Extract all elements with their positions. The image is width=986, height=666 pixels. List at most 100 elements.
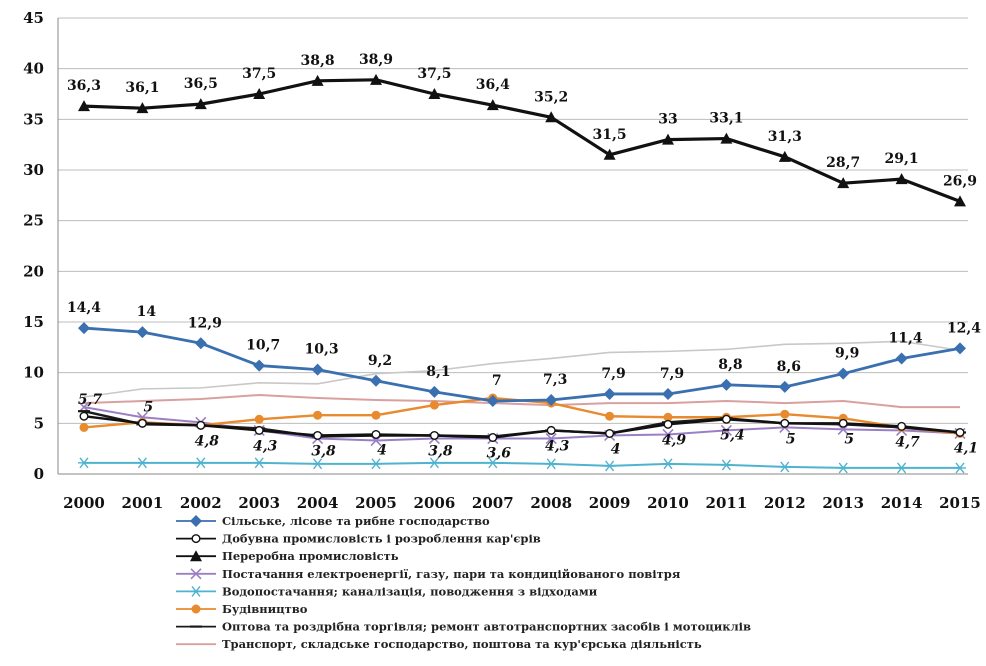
data-label: 8,1 (426, 364, 450, 380)
triangle-marker (190, 550, 202, 562)
x-tick-label: 2008 (530, 494, 572, 512)
y-tick-label: 10 (23, 364, 44, 382)
series-line (83, 393, 960, 409)
y-tick-label: 15 (23, 313, 44, 331)
circle-marker (429, 430, 439, 440)
diamond-marker (778, 380, 791, 393)
x-tick-label: 2006 (414, 494, 456, 512)
star-marker (662, 458, 674, 470)
triangle-marker (662, 133, 674, 145)
data-label: 4 (611, 441, 621, 457)
x-tick-label: 2015 (939, 494, 981, 512)
diamond-marker (662, 387, 674, 400)
x-tick-label: 2010 (647, 494, 689, 512)
y-tick-label: 40 (23, 60, 44, 78)
data-label: 4,3 (253, 438, 278, 454)
data-label: 5 (844, 431, 854, 447)
circle-marker (196, 420, 206, 430)
diamond-marker (78, 322, 90, 335)
circle-marker (371, 410, 381, 420)
x-marker (190, 568, 202, 580)
diamond-marker (603, 387, 616, 400)
diamond-marker (136, 326, 149, 339)
x-tick-label: 2000 (63, 494, 105, 512)
data-label: 38,9 (359, 52, 393, 68)
diamond-marker (720, 378, 733, 391)
series-line (83, 78, 961, 203)
diamond-marker (837, 367, 850, 380)
data-label: 9,9 (835, 346, 859, 362)
star-marker (545, 458, 558, 470)
data-label: 10,7 (246, 338, 280, 354)
circle-marker (371, 429, 381, 439)
data-label: 14 (137, 304, 157, 320)
data-label: 14,4 (67, 300, 101, 316)
series-lines (78, 73, 966, 474)
data-label: 29,1 (885, 151, 919, 167)
star-marker (837, 462, 850, 474)
series-line (84, 461, 960, 469)
y-tick-label: 20 (23, 262, 44, 280)
triangle-marker (136, 102, 149, 114)
circle-marker (780, 418, 790, 428)
circle-marker (663, 419, 673, 429)
data-label: 36,1 (125, 80, 159, 96)
star-marker (311, 458, 324, 470)
diamond-marker (545, 394, 558, 407)
star-marker (954, 462, 966, 474)
data-label: 33,1 (709, 111, 743, 127)
data-label: 11,4 (889, 330, 923, 346)
star-marker (370, 458, 382, 470)
star-marker (895, 462, 908, 474)
diamond-marker (428, 385, 441, 398)
data-label: 31,3 (768, 129, 802, 145)
x-tick-label: 2013 (822, 494, 864, 512)
x-tick-label: 2014 (881, 494, 923, 512)
y-tick-label: 45 (23, 9, 44, 27)
series-line (83, 326, 961, 403)
circle-marker (721, 414, 731, 424)
data-label: 7,9 (601, 366, 625, 382)
circle-marker (955, 427, 965, 437)
legend-label: Оптова та роздрібна торгівля; ремонт авт… (222, 620, 751, 634)
data-label: 7,9 (660, 366, 684, 382)
data-label: 4,8 (195, 433, 220, 449)
legend-label: Водопостачання; каналізація, поводження … (222, 584, 598, 598)
circle-marker (313, 410, 323, 420)
legend: Сільське, лісове та рибне господарство До… (176, 514, 751, 651)
triangle-marker (311, 74, 324, 86)
data-label: 4,3 (545, 438, 570, 454)
star-marker (428, 457, 441, 469)
diamond-marker (194, 337, 207, 350)
data-label: 35,2 (534, 89, 568, 105)
data-label: 28,7 (826, 155, 860, 171)
data-label: 4,1 (954, 440, 978, 456)
data-label: 26,9 (943, 173, 977, 189)
x-tick-label: 2005 (355, 494, 397, 512)
data-label: 36,5 (184, 76, 218, 92)
circle-marker (488, 433, 498, 443)
triangle-marker (428, 88, 441, 99)
data-label: 8,8 (718, 357, 742, 373)
data-label: 5,7 (78, 392, 103, 408)
data-label: 37,5 (417, 66, 451, 82)
x-tick-label: 2001 (122, 494, 164, 512)
triangle-marker (954, 195, 966, 207)
circle-marker (191, 534, 201, 544)
diamond-marker (486, 395, 499, 408)
diamond-marker (253, 359, 266, 372)
data-label: 7,3 (543, 372, 567, 388)
circle-marker (191, 604, 201, 614)
circle-marker (79, 411, 89, 421)
data-label: 3,8 (311, 443, 336, 459)
y-tick-label: 25 (23, 212, 44, 230)
legend-label: Будівництво (222, 602, 308, 616)
x-tick-label: 2004 (297, 494, 339, 512)
data-label: 12,9 (188, 315, 222, 331)
circle-marker (780, 409, 790, 419)
x-marker (662, 428, 674, 441)
data-label: 36,3 (67, 78, 101, 94)
data-label: 37,5 (242, 66, 276, 82)
